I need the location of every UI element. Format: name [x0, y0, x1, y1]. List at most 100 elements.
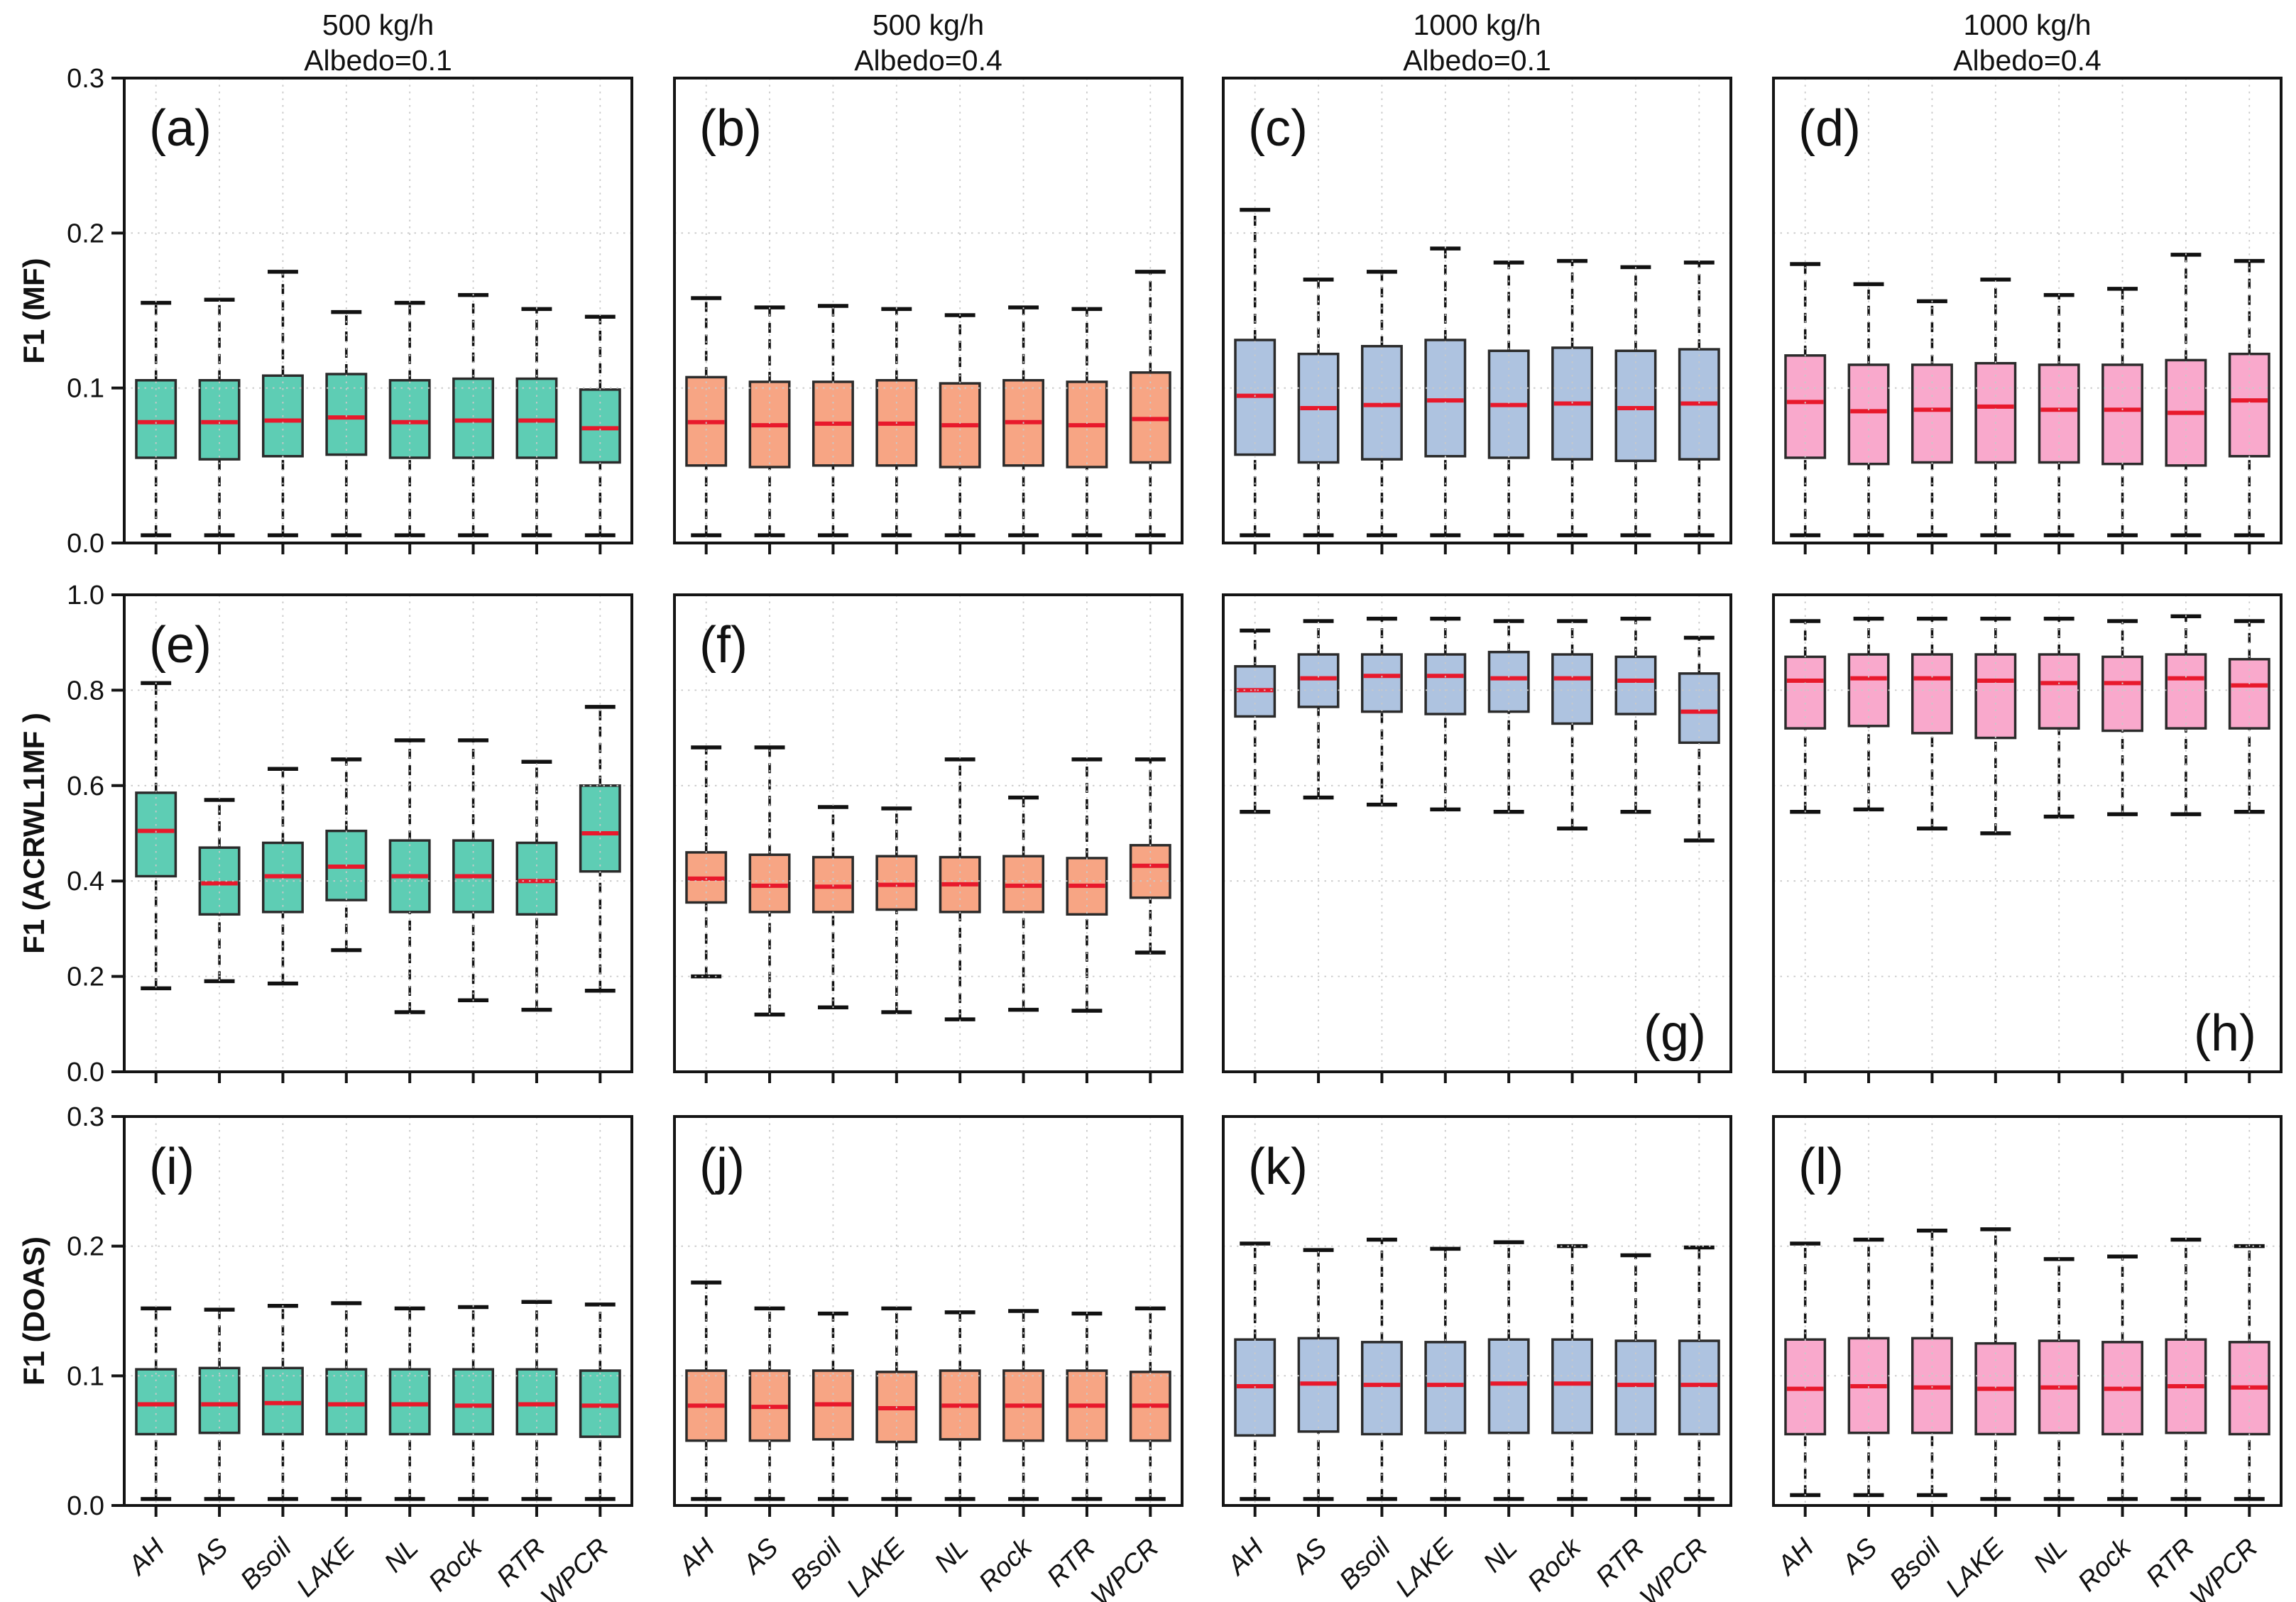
iqr-box — [1487, 650, 1530, 713]
box-RTR — [1066, 1311, 1108, 1501]
box-Rock — [1002, 795, 1045, 1012]
x-tick-label: Bsoil — [785, 1532, 848, 1596]
box-RTR — [1614, 1253, 1657, 1501]
x-tick-label: WPCR — [2185, 1533, 2264, 1602]
box-NL — [1487, 260, 1530, 537]
x-tick-label: Rock — [973, 1532, 1039, 1597]
panel-c: (c) — [1222, 77, 1732, 554]
box-WPCR — [1129, 270, 1171, 537]
subplot-label: (f) — [699, 617, 748, 674]
column-header-1: 500 kg/h Albedo=0.1 — [124, 7, 632, 78]
iqr-box — [1551, 1338, 1594, 1434]
panel-e: 0.0 0.2 0.4 0.6 0.8 1.0 (e) — [67, 581, 633, 1087]
x-tick-label: LAKE — [1940, 1532, 2011, 1602]
panel-border — [1222, 77, 1732, 544]
box-NL — [2038, 1257, 2080, 1501]
box-AH — [1234, 207, 1277, 537]
box-AH — [135, 1306, 177, 1501]
subplot-label: (k) — [1248, 1139, 1308, 1195]
x-tick-label: NL — [379, 1533, 425, 1579]
box-AS — [1847, 282, 1890, 537]
x-tick-label: WPCR — [1634, 1533, 1714, 1602]
column-header-4: 1000 kg/h Albedo=0.4 — [1773, 7, 2281, 78]
box-WPCR — [579, 705, 621, 993]
box-LAKE — [1974, 278, 2017, 537]
box-WPCR — [1129, 757, 1171, 955]
subplot-label: (e) — [149, 617, 212, 674]
box-LAKE — [1424, 246, 1467, 537]
box-WPCR — [1129, 1306, 1171, 1501]
iqr-box — [1360, 1341, 1403, 1436]
box-NL — [1487, 619, 1530, 814]
box-Bsoil — [811, 805, 854, 1010]
iqr-box — [1424, 339, 1467, 458]
y-tick-label: 0.6 — [67, 772, 104, 801]
box-RTR — [1614, 616, 1657, 814]
subplot-label: (j) — [699, 1139, 745, 1195]
y-tick-label: 0.8 — [67, 676, 104, 706]
iqr-box — [388, 1368, 431, 1436]
box-LAKE — [875, 1306, 918, 1501]
y-tick-label: 1.0 — [67, 581, 104, 610]
iqr-box — [2101, 655, 2144, 733]
box-WPCR — [579, 1302, 621, 1501]
x-tick-label: AH — [122, 1532, 171, 1581]
x-tick-label: NL — [1478, 1533, 1524, 1579]
box-NL — [388, 1306, 431, 1501]
x-tick-label: Rock — [423, 1532, 488, 1597]
subplot-label: (b) — [699, 100, 762, 157]
box-AH — [685, 745, 728, 979]
panel-border — [673, 77, 1183, 544]
panel-border — [123, 77, 633, 544]
column-header-2-line1: 500 kg/h — [872, 9, 985, 41]
subplot-label: (d) — [1798, 100, 1861, 157]
box-AS — [1297, 619, 1340, 800]
box-NL — [388, 738, 431, 1014]
subplot-label: (a) — [149, 100, 212, 157]
box-AS — [748, 745, 791, 1017]
box-Rock — [2101, 1254, 2144, 1501]
iqr-box — [1487, 1338, 1530, 1434]
box-WPCR — [2228, 619, 2270, 814]
y-tick-label: 0.3 — [67, 1102, 104, 1132]
box-NL — [939, 313, 981, 537]
iqr-box — [1360, 653, 1403, 713]
panel-h: (h) — [1772, 593, 2283, 1083]
iqr-box — [2165, 653, 2207, 730]
box-LAKE — [325, 757, 368, 953]
box-WPCR — [1678, 635, 1720, 843]
panel-border — [1772, 1115, 2283, 1507]
x-tick-label: AS — [186, 1533, 234, 1581]
panel-f: (f) — [673, 593, 1183, 1083]
column-header-2-line2: Albedo=0.4 — [854, 44, 1002, 77]
panel-border — [1772, 77, 2283, 544]
x-tick-label: NL — [2028, 1533, 2074, 1579]
y-tick-label: 0.0 — [67, 529, 104, 559]
x-tick-label: AH — [1221, 1532, 1270, 1581]
y-tick-label: 0.3 — [67, 64, 104, 94]
iqr-box — [1910, 363, 1953, 464]
iqr-box — [452, 377, 495, 459]
iqr-box — [325, 1368, 368, 1436]
iqr-box — [452, 1368, 495, 1436]
panel-border — [673, 593, 1183, 1073]
panel-a: 0.0 0.1 0.2 0.3 (a) — [67, 64, 633, 559]
x-tick-label: AS — [736, 1533, 784, 1581]
box-AH — [135, 681, 177, 991]
y-tick-label: 0.2 — [67, 219, 104, 248]
column-header-2: 500 kg/h Albedo=0.4 — [674, 7, 1182, 78]
column-header-1-line1: 500 kg/h — [322, 9, 434, 41]
iqr-box — [198, 379, 241, 461]
box-Rock — [1002, 1309, 1045, 1501]
x-tick-label: NL — [929, 1533, 975, 1579]
subplot-label: (g) — [1644, 1005, 1706, 1062]
y-tick-label: 0.0 — [67, 1058, 104, 1087]
x-tick-label: Bsoil — [235, 1532, 298, 1596]
box-Rock — [2101, 287, 2144, 537]
box-LAKE — [1974, 616, 2017, 835]
iqr-box — [325, 373, 368, 456]
x-tick-label: AS — [1285, 1533, 1333, 1581]
